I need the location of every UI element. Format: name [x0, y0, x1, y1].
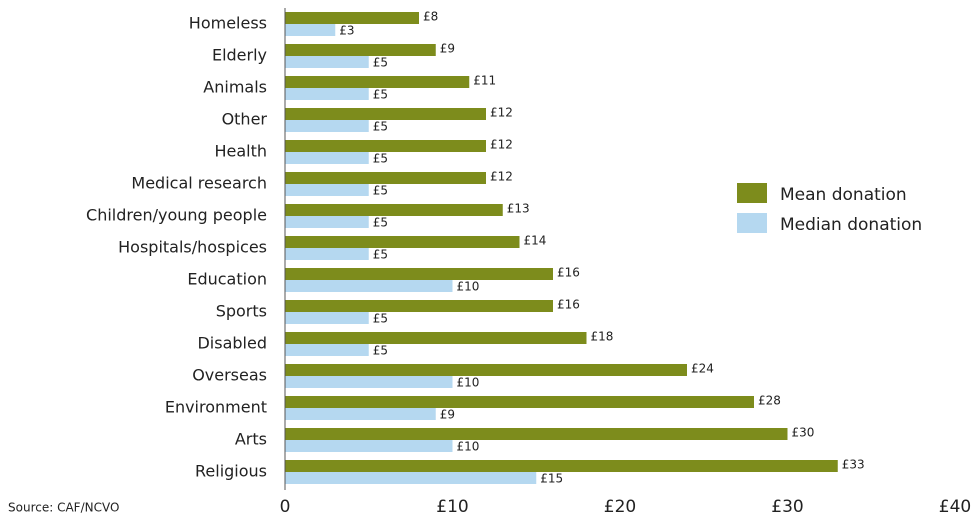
value-label: £24: [691, 362, 714, 376]
x-tick-label: £10: [436, 497, 468, 517]
bar: [285, 108, 486, 120]
y-tick-label: Homeless: [189, 14, 267, 33]
value-label: £8: [423, 10, 438, 24]
y-tick-label: Education: [187, 270, 267, 289]
y-tick-label: Arts: [235, 430, 267, 449]
bar: [285, 300, 553, 312]
bar: [285, 364, 687, 376]
y-tick-label: Children/young people: [86, 206, 267, 225]
value-label: £15: [540, 472, 563, 486]
bar: [285, 280, 453, 292]
value-label: £14: [524, 234, 547, 248]
bar: [285, 344, 369, 356]
value-label: £10: [457, 376, 480, 390]
value-label: £10: [457, 440, 480, 454]
value-label: £12: [490, 170, 513, 184]
bar: [285, 332, 587, 344]
bar: [285, 184, 369, 196]
value-label: £5: [373, 56, 388, 70]
y-tick-label: Overseas: [192, 366, 267, 385]
value-label: £5: [373, 312, 388, 326]
value-label: £11: [473, 74, 496, 88]
bar: [285, 408, 436, 420]
bar: [285, 140, 486, 152]
value-label: £33: [842, 458, 865, 472]
bar: [285, 268, 553, 280]
y-tick-label: Environment: [165, 398, 267, 417]
value-label: £5: [373, 216, 388, 230]
value-label: £5: [373, 120, 388, 134]
bar: [285, 376, 453, 388]
y-tick-label: Other: [222, 110, 268, 129]
bar: [285, 216, 369, 228]
value-label: £28: [758, 394, 781, 408]
bar: [285, 428, 788, 440]
source: Source: CAF/NCVO: [8, 501, 119, 515]
value-label: £5: [373, 184, 388, 198]
legend-label: Median donation: [780, 215, 922, 235]
value-label: £5: [373, 152, 388, 166]
bar: [285, 12, 419, 24]
bar: [285, 312, 369, 324]
y-tick-label: Sports: [216, 302, 267, 321]
y-tick-label: Elderly: [212, 46, 267, 65]
bar: [285, 120, 369, 132]
bar: [285, 88, 369, 100]
value-label: £16: [557, 298, 580, 312]
bar: [285, 248, 369, 260]
value-label: £9: [440, 42, 455, 56]
y-tick-label: Hospitals/hospices: [118, 238, 267, 257]
value-label: £5: [373, 88, 388, 102]
legend-swatch: [737, 213, 767, 233]
value-label: £12: [490, 138, 513, 152]
legend-label: Mean donation: [780, 185, 907, 205]
value-label: £9: [440, 408, 455, 422]
y-tick-label: Religious: [195, 462, 267, 481]
value-label: £16: [557, 266, 580, 280]
x-tick-label: 0: [280, 497, 291, 517]
bar: [285, 76, 470, 88]
bar: [285, 24, 336, 36]
legend-swatch: [737, 183, 767, 203]
value-label: £18: [591, 330, 614, 344]
y-tick-label: Animals: [203, 78, 267, 97]
bar: [285, 440, 453, 452]
bar: [285, 44, 436, 56]
value-label: £5: [373, 248, 388, 262]
y-tick-label: Medical research: [131, 174, 267, 193]
x-tick-label: £30: [771, 497, 803, 517]
value-label: £10: [457, 280, 480, 294]
value-label: £5: [373, 344, 388, 358]
bar: [285, 396, 754, 408]
value-label: £13: [507, 202, 530, 216]
value-label: £30: [792, 426, 815, 440]
bar: [285, 460, 838, 472]
value-label: £3: [339, 24, 354, 38]
bar: [285, 56, 369, 68]
x-tick-label: £20: [604, 497, 636, 517]
y-tick-label: Health: [214, 142, 267, 161]
bar: [285, 172, 486, 184]
bar: [285, 236, 520, 248]
x-tick-label: £40: [939, 497, 971, 517]
bar: [285, 204, 503, 216]
y-tick-label: Disabled: [197, 334, 267, 353]
bar: [285, 472, 537, 484]
bar: [285, 152, 369, 164]
value-label: £12: [490, 106, 513, 120]
